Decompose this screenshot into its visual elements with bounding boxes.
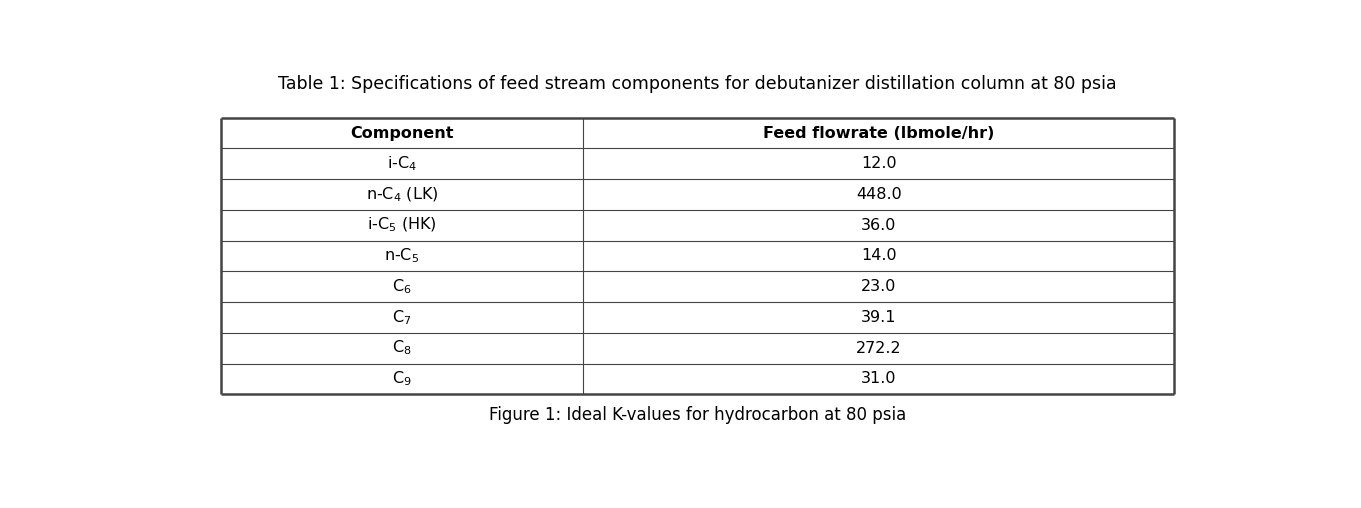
Text: C$_6$: C$_6$ — [392, 277, 412, 296]
Text: C$_9$: C$_9$ — [392, 369, 412, 388]
Text: 39.1: 39.1 — [862, 310, 897, 325]
Text: 448.0: 448.0 — [856, 187, 901, 202]
Text: Component: Component — [350, 125, 453, 141]
Text: Figure 1: Ideal K-values for hydrocarbon at 80 psia: Figure 1: Ideal K-values for hydrocarbon… — [489, 406, 906, 424]
Text: 14.0: 14.0 — [862, 248, 897, 264]
Text: C$_7$: C$_7$ — [392, 308, 411, 327]
Text: C$_8$: C$_8$ — [392, 339, 412, 358]
Text: 31.0: 31.0 — [862, 371, 897, 387]
Text: i-C$_5$ (HK): i-C$_5$ (HK) — [367, 216, 437, 234]
Text: 12.0: 12.0 — [862, 156, 897, 171]
Text: Table 1: Specifications of feed stream components for debutanizer distillation c: Table 1: Specifications of feed stream c… — [278, 75, 1117, 92]
Text: n-C$_4$ (LK): n-C$_4$ (LK) — [366, 185, 438, 204]
Text: n-C$_5$: n-C$_5$ — [384, 246, 419, 265]
Text: 23.0: 23.0 — [862, 279, 897, 294]
Text: 36.0: 36.0 — [862, 218, 897, 233]
Text: i-C$_4$: i-C$_4$ — [387, 154, 416, 173]
Text: 272.2: 272.2 — [856, 341, 901, 356]
Text: Feed flowrate (lbmole/hr): Feed flowrate (lbmole/hr) — [764, 125, 995, 141]
